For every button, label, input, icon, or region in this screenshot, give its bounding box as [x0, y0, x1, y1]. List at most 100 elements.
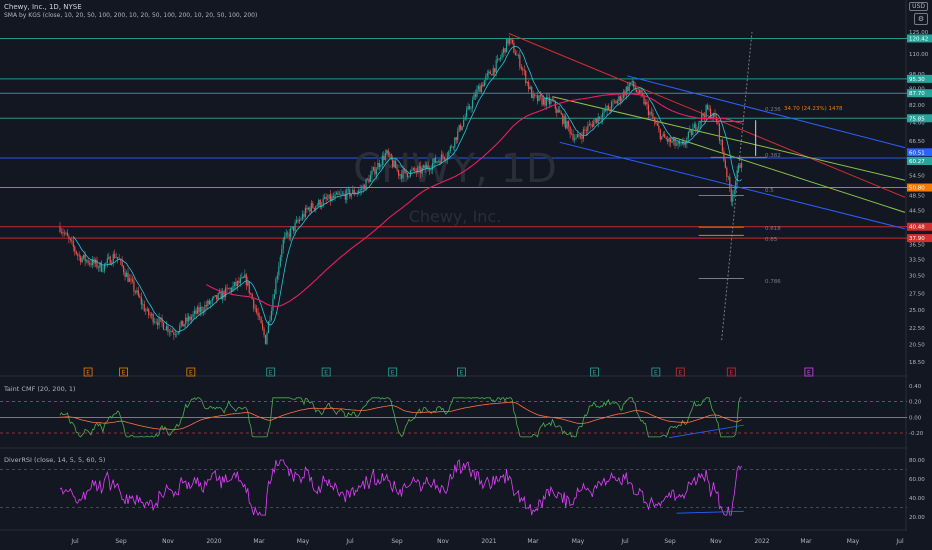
candle-body — [622, 91, 624, 98]
candle-body — [522, 68, 524, 71]
candle-body — [102, 271, 104, 272]
candle-body — [121, 259, 123, 267]
candle-body — [340, 193, 342, 195]
axes: 125.00110.0098.0090.0082.0074.0066.5060.… — [70, 0, 932, 550]
candle-body — [244, 274, 246, 278]
candle-body — [395, 160, 397, 169]
candle-body — [610, 101, 613, 110]
candle-body — [303, 214, 305, 217]
candle-body — [612, 101, 614, 102]
candle-body — [584, 129, 586, 131]
price-tick-label: 82.00 — [909, 103, 925, 109]
candle-body — [316, 205, 318, 207]
cmf-divergence-line — [669, 424, 744, 439]
candle-body — [174, 334, 176, 336]
candle-body — [170, 330, 172, 332]
rsi-tick-label: 20.00 — [909, 515, 925, 521]
candle-body — [269, 319, 271, 322]
currency-badge[interactable]: USD — [909, 2, 928, 11]
candle-body — [637, 92, 639, 94]
candle-body — [466, 109, 468, 117]
earnings-event-letter: E — [324, 370, 328, 377]
candle-body — [420, 166, 422, 174]
candle-body — [256, 308, 258, 313]
fib-retracement[interactable]: 0.236 0.382 0.5 0.618 0.65 0.786 34.70 (… — [765, 106, 843, 285]
candle-body — [730, 188, 732, 202]
candle-body — [325, 196, 327, 200]
candle-body — [312, 203, 314, 208]
candle-body — [392, 159, 394, 167]
fib-label: 0.236 — [765, 107, 781, 113]
candle-body — [609, 109, 611, 110]
fib-label: 0.5 — [765, 188, 774, 194]
candle-body — [253, 299, 255, 309]
candle-body — [702, 113, 704, 116]
candle-body — [309, 207, 311, 212]
candle-body — [332, 196, 335, 198]
cmf-line — [59, 397, 742, 438]
candle-body — [446, 156, 448, 160]
candle-body — [501, 52, 503, 58]
candle-body — [497, 58, 499, 61]
candle-body — [588, 124, 590, 126]
candle-body — [423, 165, 425, 169]
time-tick-label: Mar — [527, 538, 539, 545]
candle-body — [156, 322, 159, 326]
earnings-event-letter: E — [678, 370, 682, 377]
candle-body — [90, 263, 92, 266]
candle-body — [136, 290, 138, 293]
candle-body — [665, 137, 667, 139]
candle-body — [505, 39, 508, 53]
candle-body — [641, 92, 644, 96]
candle-body — [677, 142, 679, 145]
candle-body — [65, 232, 67, 234]
candle-body — [633, 80, 635, 87]
candle-body — [201, 307, 203, 312]
rsi-tick-label: 60.00 — [909, 477, 925, 483]
earnings-event-marker — [321, 367, 331, 377]
price-tag — [907, 222, 932, 231]
candle-body — [547, 96, 549, 98]
candle-body — [630, 82, 632, 85]
candle-body — [158, 317, 160, 326]
rsi-pane[interactable] — [0, 459, 907, 516]
candle-body — [192, 313, 194, 317]
cmf-pane[interactable] — [0, 397, 907, 439]
candle-body — [168, 331, 171, 333]
candle-body — [343, 193, 345, 195]
time-tick-label: May — [572, 538, 585, 545]
price-tick-label: 22.50 — [909, 326, 925, 332]
candle-body — [207, 300, 209, 307]
candle-body — [96, 259, 98, 268]
candle-body — [507, 39, 509, 44]
moving-averages — [72, 46, 742, 333]
earnings-event-letter: E — [593, 370, 597, 377]
candle-body — [735, 181, 737, 191]
time-tick-label: Jul — [70, 538, 79, 545]
candle-body — [427, 165, 429, 169]
candlestick-series[interactable] — [59, 35, 743, 346]
candle-body — [319, 199, 321, 207]
candle-body — [100, 262, 102, 272]
candle-body — [463, 120, 465, 127]
candle-body — [68, 236, 70, 239]
candle-body — [452, 147, 454, 148]
candle-body — [671, 141, 673, 143]
earnings-event-marker — [651, 367, 661, 377]
candle-body — [455, 137, 457, 141]
candle-body — [380, 165, 382, 167]
candle-body — [664, 134, 666, 138]
settings-icon[interactable]: ⚙ — [914, 13, 928, 25]
candle-body — [550, 100, 552, 104]
candle-body — [674, 138, 676, 146]
candle-body — [349, 189, 351, 197]
candle-body — [451, 146, 453, 148]
trend-channels[interactable] — [508, 31, 906, 341]
candle-body — [245, 274, 247, 286]
candle-body — [525, 70, 527, 84]
candle-body — [134, 291, 137, 293]
horizontal-levels[interactable] — [0, 37, 907, 239]
candle-body — [542, 98, 545, 105]
